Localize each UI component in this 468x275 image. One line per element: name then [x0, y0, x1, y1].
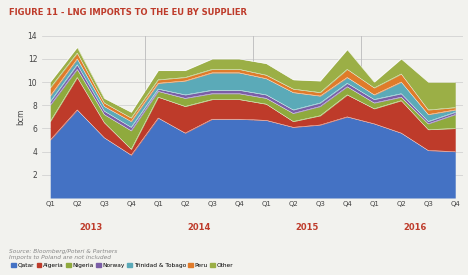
Legend: Qatar, Algeria, Nigeria, Norway, Trinidad & Tobago, Peru, Other: Qatar, Algeria, Nigeria, Norway, Trinida… [11, 263, 233, 268]
Text: 2015: 2015 [295, 223, 318, 232]
Text: 2014: 2014 [187, 223, 211, 232]
Text: FIGURE 11 - LNG IMPORTS TO THE EU BY SUPPLIER: FIGURE 11 - LNG IMPORTS TO THE EU BY SUP… [9, 8, 248, 17]
Text: Source: Bloomberg/Poteri & Partners
Imports to Poland are not included: Source: Bloomberg/Poteri & Partners Impo… [9, 249, 117, 260]
Y-axis label: bcm: bcm [16, 109, 25, 125]
Text: 2016: 2016 [403, 223, 426, 232]
Text: 2013: 2013 [79, 223, 102, 232]
